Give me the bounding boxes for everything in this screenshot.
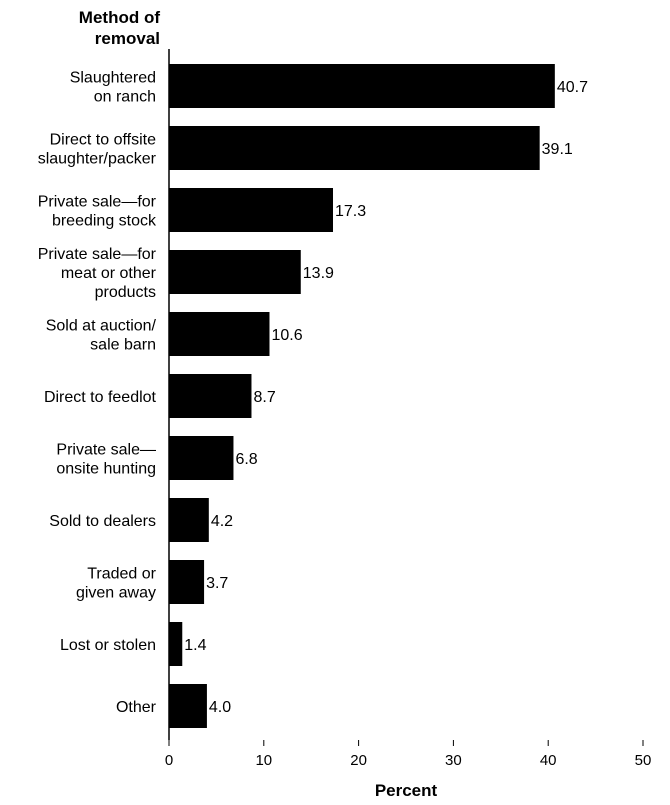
- category-label-3-line-1: meat or other: [61, 265, 157, 282]
- bar-1: [169, 126, 540, 170]
- axes-group: 0 10 20 30 40 50: [165, 49, 652, 769]
- category-label-5: Direct to feedlot: [44, 389, 157, 406]
- x-tick-label-2: 20: [350, 752, 367, 769]
- category-label-8: Traded or given away: [76, 566, 157, 602]
- category-label-6: Private sale— onsite hunting: [56, 442, 156, 478]
- value-label-7: 4.2: [211, 513, 233, 530]
- bars-group: 40.7 Slaughtered on ranch 39.1 Direct to off…: [38, 64, 588, 728]
- value-label-10: 4.0: [209, 699, 231, 716]
- category-label-7-line-0: Sold to dealers: [49, 513, 156, 530]
- category-label-8-line-1: given away: [76, 585, 156, 602]
- category-label-6-line-1: onsite hunting: [56, 461, 156, 478]
- category-label-2: Private sale—for breeding stock: [38, 194, 157, 230]
- category-label-6-line-0: Private sale—: [56, 442, 156, 459]
- category-label-0-line-0: Slaughtered: [70, 70, 156, 87]
- value-label-6: 6.8: [235, 451, 257, 468]
- value-label-8: 3.7: [206, 575, 228, 592]
- bar-5: [169, 374, 252, 418]
- category-label-3-line-0: Private sale—for: [38, 246, 157, 263]
- category-label-1-line-0: Direct to offsite: [50, 132, 157, 149]
- bar-7: [169, 498, 209, 542]
- category-label-5-line-0: Direct to feedlot: [44, 389, 157, 406]
- y-axis-title-line-1: Method of: [79, 8, 161, 27]
- x-tick-label-5: 50: [635, 752, 652, 769]
- x-tick-label-4: 40: [540, 752, 557, 769]
- bar-4: [169, 312, 270, 356]
- value-label-3: 13.9: [303, 265, 334, 282]
- bar-3: [169, 250, 301, 294]
- bar-9: [169, 622, 183, 666]
- x-axis-title: Percent: [375, 781, 438, 800]
- bar-8: [169, 560, 205, 604]
- category-label-2-line-1: breeding stock: [52, 213, 157, 230]
- y-axis-title-line-2: removal: [95, 29, 160, 48]
- category-label-4-line-0: Sold at auction/: [46, 318, 157, 335]
- x-tick-label-1: 10: [255, 752, 272, 769]
- value-label-4: 10.6: [271, 327, 302, 344]
- category-label-2-line-0: Private sale—for: [38, 194, 157, 211]
- value-label-0: 40.7: [557, 79, 588, 96]
- category-label-8-line-0: Traded or: [87, 566, 156, 583]
- category-label-4: Sold at auction/sale barn: [46, 318, 157, 354]
- category-label-1-line-1: slaughter/packer: [38, 151, 157, 168]
- x-tick-label-0: 0: [165, 752, 173, 769]
- value-label-2: 17.3: [335, 203, 366, 220]
- category-label-10-line-0: Other: [116, 699, 157, 716]
- bar-2: [169, 188, 334, 232]
- category-label-1: Direct to offsite slaughter/packer: [38, 132, 157, 168]
- category-label-10: Other: [116, 699, 157, 716]
- bar-0: [169, 64, 555, 108]
- category-label-9-line-0: Lost or stolen: [60, 637, 156, 654]
- category-label-3: Private sale—for meat or other products: [38, 246, 157, 301]
- value-label-5: 8.7: [253, 389, 275, 406]
- category-label-0-line-1: on ranch: [94, 89, 156, 106]
- value-label-9: 1.4: [184, 637, 206, 654]
- category-label-7: Sold to dealers: [49, 513, 156, 530]
- category-label-0: Slaughtered on ranch: [70, 70, 156, 106]
- value-label-1: 39.1: [542, 141, 573, 158]
- bar-10: [169, 684, 207, 728]
- category-label-9: Lost or stolen: [60, 637, 156, 654]
- bar-6: [169, 436, 234, 480]
- x-tick-label-3: 30: [445, 752, 462, 769]
- category-label-3-line-2: products: [95, 284, 156, 301]
- category-label-4-line-1: sale barn: [90, 337, 156, 354]
